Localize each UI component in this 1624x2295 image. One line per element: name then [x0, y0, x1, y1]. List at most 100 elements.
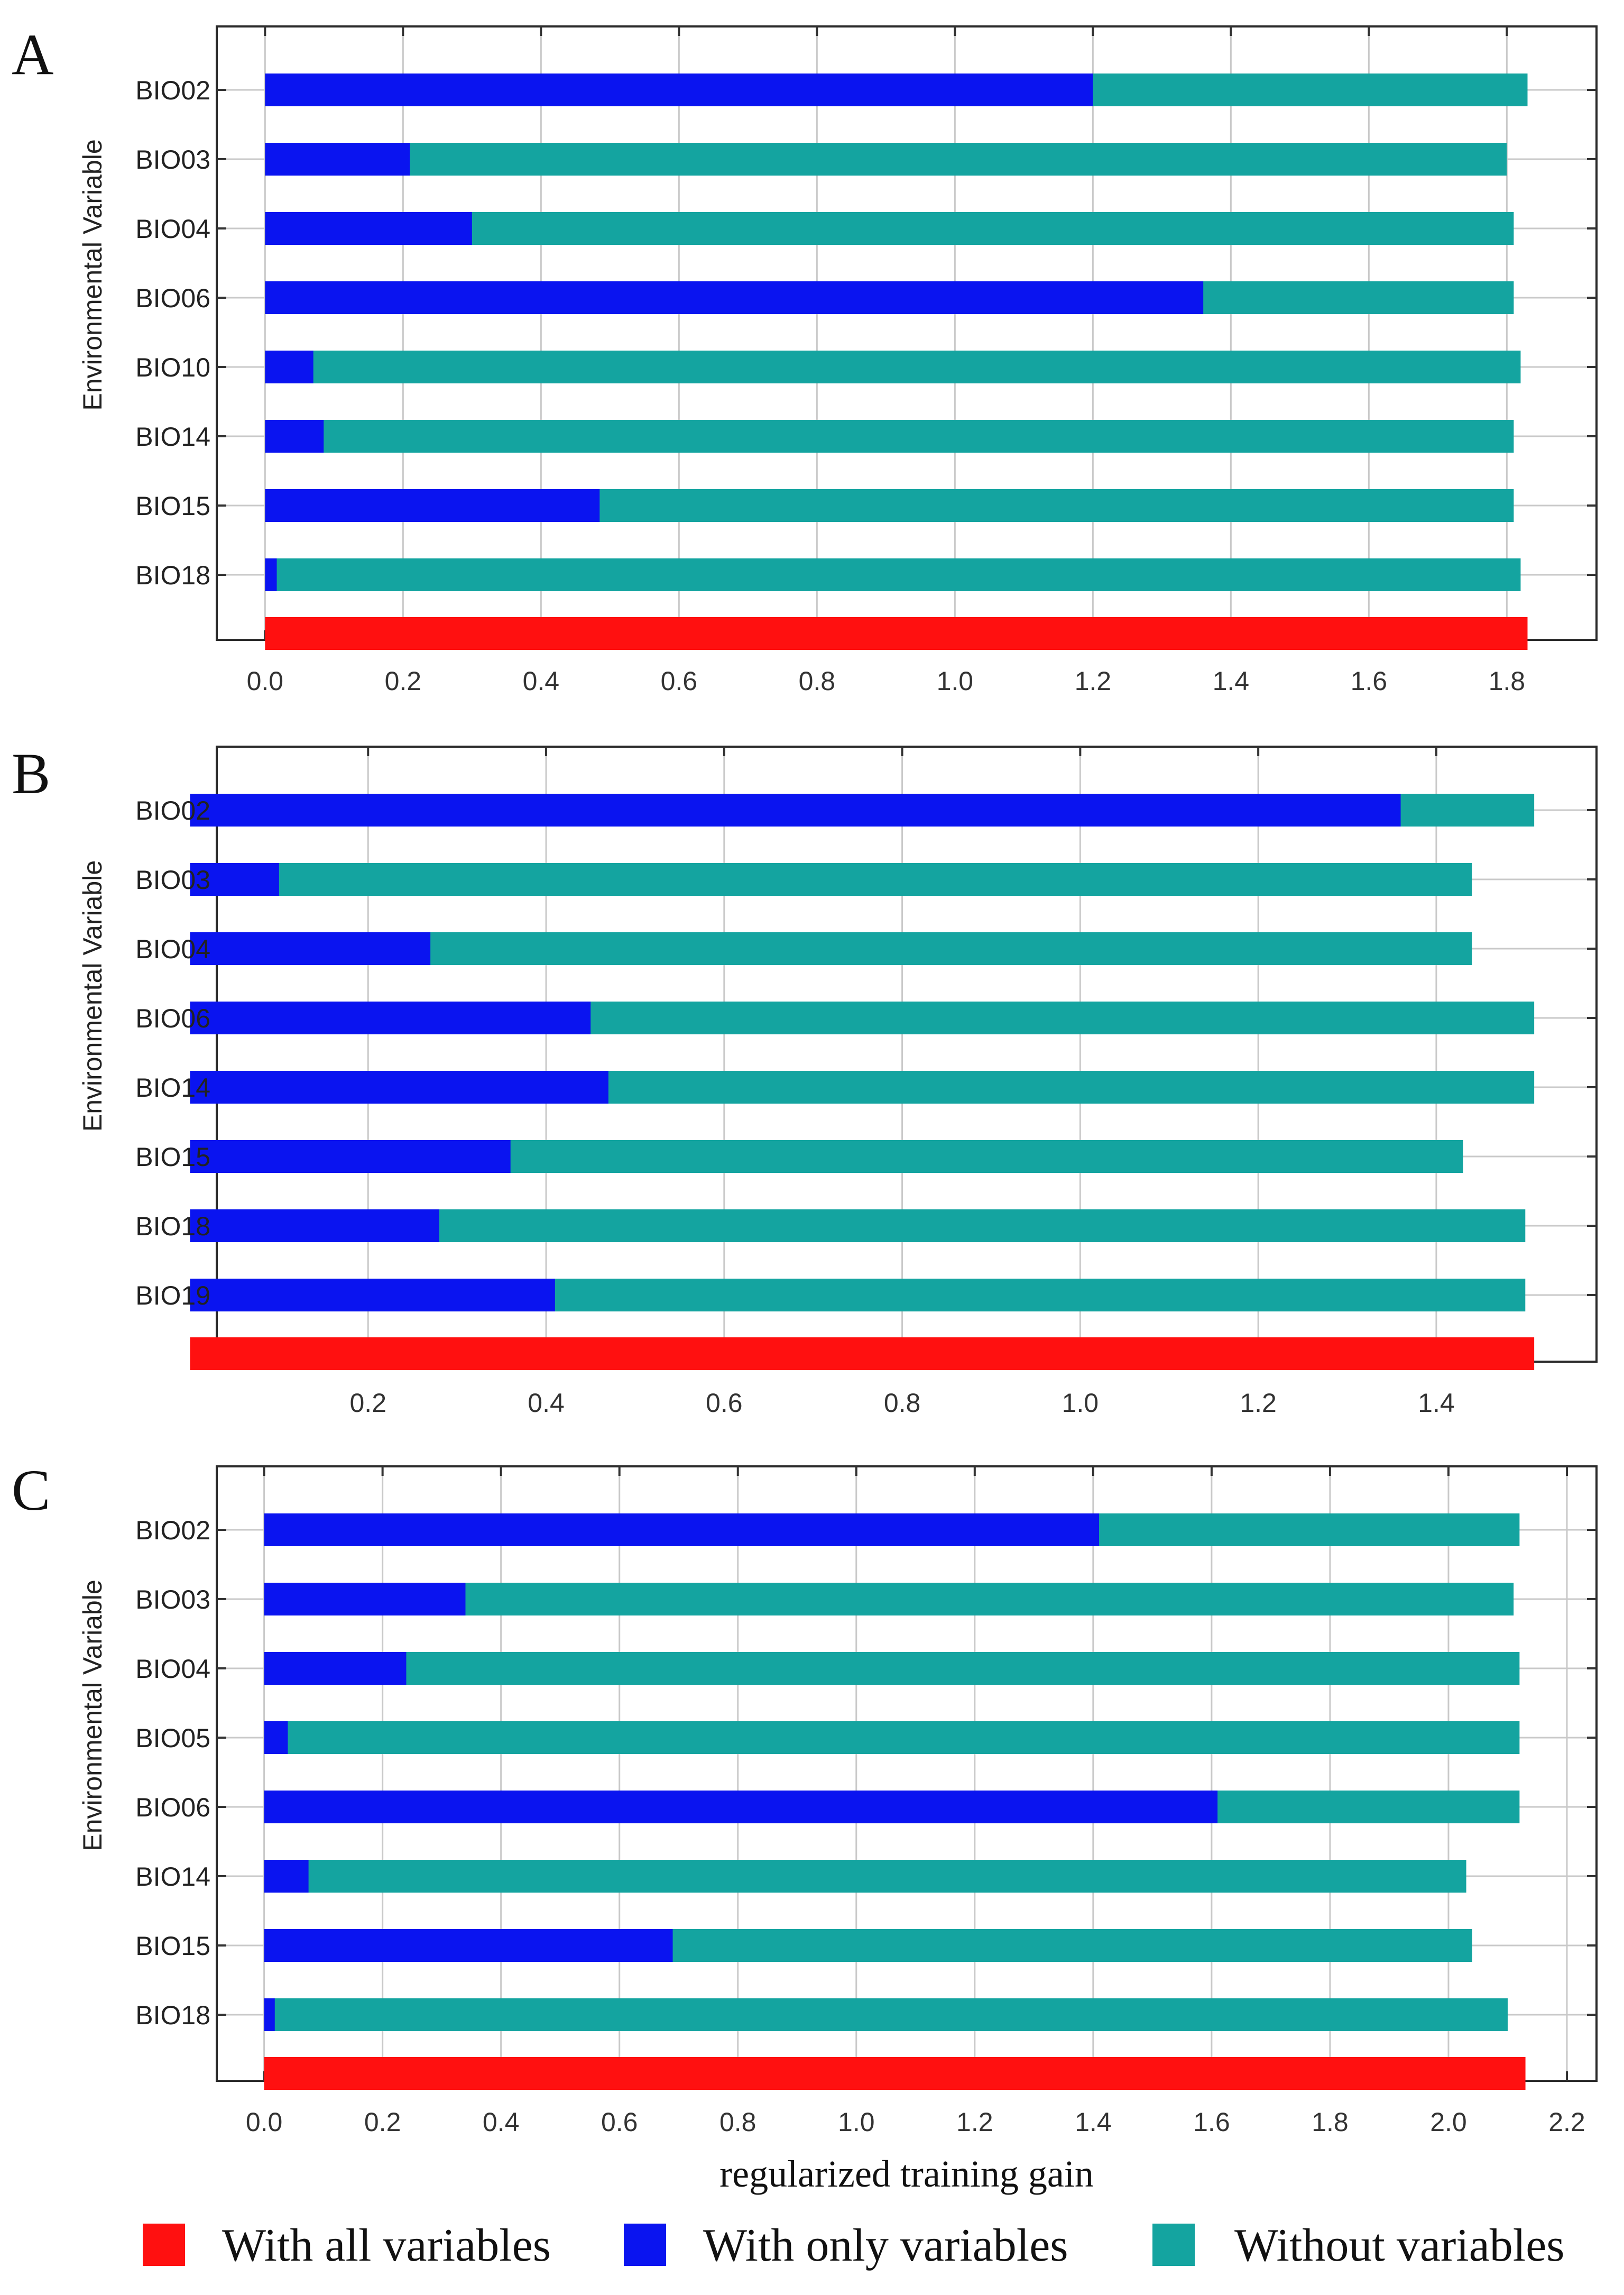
- plot-area: [216, 1465, 1598, 2082]
- x-tick-label: 2.2: [1548, 2107, 1585, 2137]
- x-tick-label: 0.4: [523, 666, 560, 696]
- legend-label: With only variables: [703, 2220, 1068, 2271]
- chart-panel-b: 0.2 0.4 0.6 0.8 1.0 1.2 1.4 BIO02 BIO03 BIO04 BIO0…: [12, 741, 1598, 1418]
- bar-without-bio03: [264, 1583, 1514, 1615]
- bar-without-bio18: [264, 1998, 1508, 2031]
- bar-with-only-bio14: [190, 1071, 608, 1104]
- x-tick-label: 0.6: [601, 2107, 638, 2137]
- y-tick-label: BIO15: [135, 1142, 210, 1172]
- panel-label: B: [12, 741, 50, 806]
- y-tick-label: BIO18: [135, 561, 210, 590]
- x-tick-label: 1.2: [1240, 1388, 1277, 1418]
- x-tick-label: 0.8: [719, 2107, 756, 2137]
- bar-with-only-bio03: [190, 863, 279, 896]
- y-tick-label: BIO15: [135, 491, 210, 521]
- bar-with-only-bio02: [265, 74, 1093, 106]
- x-tick-label: 0.8: [799, 666, 836, 696]
- bar-without-bio05: [264, 1721, 1520, 1754]
- y-axis-title: Environmental Variable: [78, 1580, 107, 1851]
- x-tick-label: 0.0: [246, 2107, 283, 2137]
- x-tick-label: 1.8: [1312, 2107, 1349, 2137]
- y-tick-label: BIO18: [135, 1211, 210, 1241]
- y-tick-label: BIO06: [135, 1793, 210, 1822]
- y-tick-label: BIO06: [135, 283, 210, 313]
- y-tick-label: BIO02: [135, 76, 210, 105]
- panel-label: A: [12, 22, 53, 87]
- plot-area: [216, 25, 1598, 641]
- bar-with-all-variables: [265, 617, 1528, 650]
- bar-without-bio14: [265, 420, 1514, 453]
- bar-without-bio18: [265, 558, 1521, 591]
- chart-panel-c: 0.0 0.2 0.4 0.6 0.8 1.0 1.2 1.4 1.6 1.8 2.0 2.2 BIO0…: [12, 1458, 1598, 2195]
- bar-with-only-bio04: [265, 212, 472, 245]
- y-tick-label: BIO04: [135, 934, 210, 964]
- x-tick-label: 0.2: [385, 666, 422, 696]
- bar-without-bio04: [265, 212, 1514, 245]
- chart-panel-a: 0.0 0.2 0.4 0.6 0.8 1.0 1.2 1.4 1.6 1.8 BIO02 BIO03…: [12, 22, 1598, 696]
- x-tick-label: 1.0: [838, 2107, 875, 2137]
- legend-swatch: [624, 2224, 666, 2266]
- bar-with-only-bio05: [264, 1721, 288, 1754]
- bar-with-only-bio06: [264, 1791, 1218, 1823]
- bar-with-only-bio18: [265, 558, 277, 591]
- y-tick-label: BIO02: [135, 1516, 210, 1545]
- bar-with-only-bio06: [190, 1002, 591, 1034]
- legend-swatch: [1152, 2224, 1195, 2266]
- bar-with-all-variables: [190, 1337, 1535, 1370]
- y-tick-label: BIO04: [135, 1654, 210, 1684]
- x-tick-label: 0.4: [483, 2107, 520, 2137]
- x-tick-label: 1.2: [1075, 666, 1112, 696]
- bar-with-only-bio04: [190, 932, 431, 965]
- y-tick-label: BIO02: [135, 796, 210, 825]
- y-tick-label: BIO03: [135, 865, 210, 895]
- legend-label: Without variables: [1234, 2220, 1565, 2271]
- x-tick-label: 0.8: [884, 1388, 921, 1418]
- x-tick-label: 1.4: [1213, 666, 1250, 696]
- y-tick-label: BIO04: [135, 214, 210, 244]
- x-tick-label: 0.6: [661, 666, 698, 696]
- x-axis-title: regularized training gain: [719, 2153, 1094, 2195]
- panel-label: C: [12, 1458, 50, 1522]
- y-tick-label: BIO14: [135, 1073, 210, 1103]
- bar-without-bio10: [265, 351, 1521, 383]
- bar-with-only-bio06: [265, 281, 1204, 314]
- bar-with-only-bio15: [265, 489, 600, 522]
- y-tick-label: BIO14: [135, 1862, 210, 1892]
- bar-without-bio04: [264, 1652, 1520, 1685]
- x-tick-label: 1.4: [1075, 2107, 1112, 2137]
- x-tick-label: 0.0: [247, 666, 284, 696]
- y-tick-label: BIO06: [135, 1004, 210, 1033]
- bar-with-all-variables: [264, 2057, 1526, 2090]
- y-tick-label: BIO05: [135, 1723, 210, 1753]
- y-axis-title: Environmental Variable: [78, 860, 107, 1132]
- y-tick-label: BIO03: [135, 145, 210, 175]
- bar-with-only-bio15: [264, 1929, 673, 1962]
- x-tick-label: 0.2: [364, 2107, 401, 2137]
- y-axis-title: Environmental Variable: [78, 139, 107, 410]
- bar-with-only-bio14: [264, 1860, 309, 1893]
- legend-label: With all variables: [222, 2220, 551, 2271]
- bar-with-only-bio10: [265, 351, 313, 383]
- x-tick-label: 1.6: [1193, 2107, 1230, 2137]
- y-tick-label: BIO19: [135, 1281, 210, 1310]
- x-tick-label: 0.4: [528, 1388, 565, 1418]
- bar-without-bio14: [264, 1860, 1466, 1893]
- y-tick-label: BIO10: [135, 353, 210, 382]
- legend-swatch: [143, 2224, 185, 2266]
- bar-with-only-bio03: [264, 1583, 466, 1615]
- y-tick-label: BIO15: [135, 1931, 210, 1961]
- bar-with-only-bio02: [264, 1513, 1100, 1546]
- x-tick-label: 1.2: [956, 2107, 993, 2137]
- x-tick-label: 0.6: [706, 1388, 743, 1418]
- bar-with-only-bio15: [190, 1140, 511, 1173]
- bar-with-only-bio03: [265, 143, 410, 176]
- y-tick-label: BIO14: [135, 422, 210, 452]
- legend: With all variables With only variables Wit…: [143, 2220, 1565, 2271]
- x-tick-label: 0.2: [350, 1388, 387, 1418]
- bar-with-only-bio18: [190, 1209, 439, 1242]
- bar-with-only-bio19: [190, 1279, 555, 1311]
- y-tick-label: BIO18: [135, 2000, 210, 2030]
- y-tick-label: BIO03: [135, 1585, 210, 1614]
- x-tick-label: 1.6: [1351, 666, 1388, 696]
